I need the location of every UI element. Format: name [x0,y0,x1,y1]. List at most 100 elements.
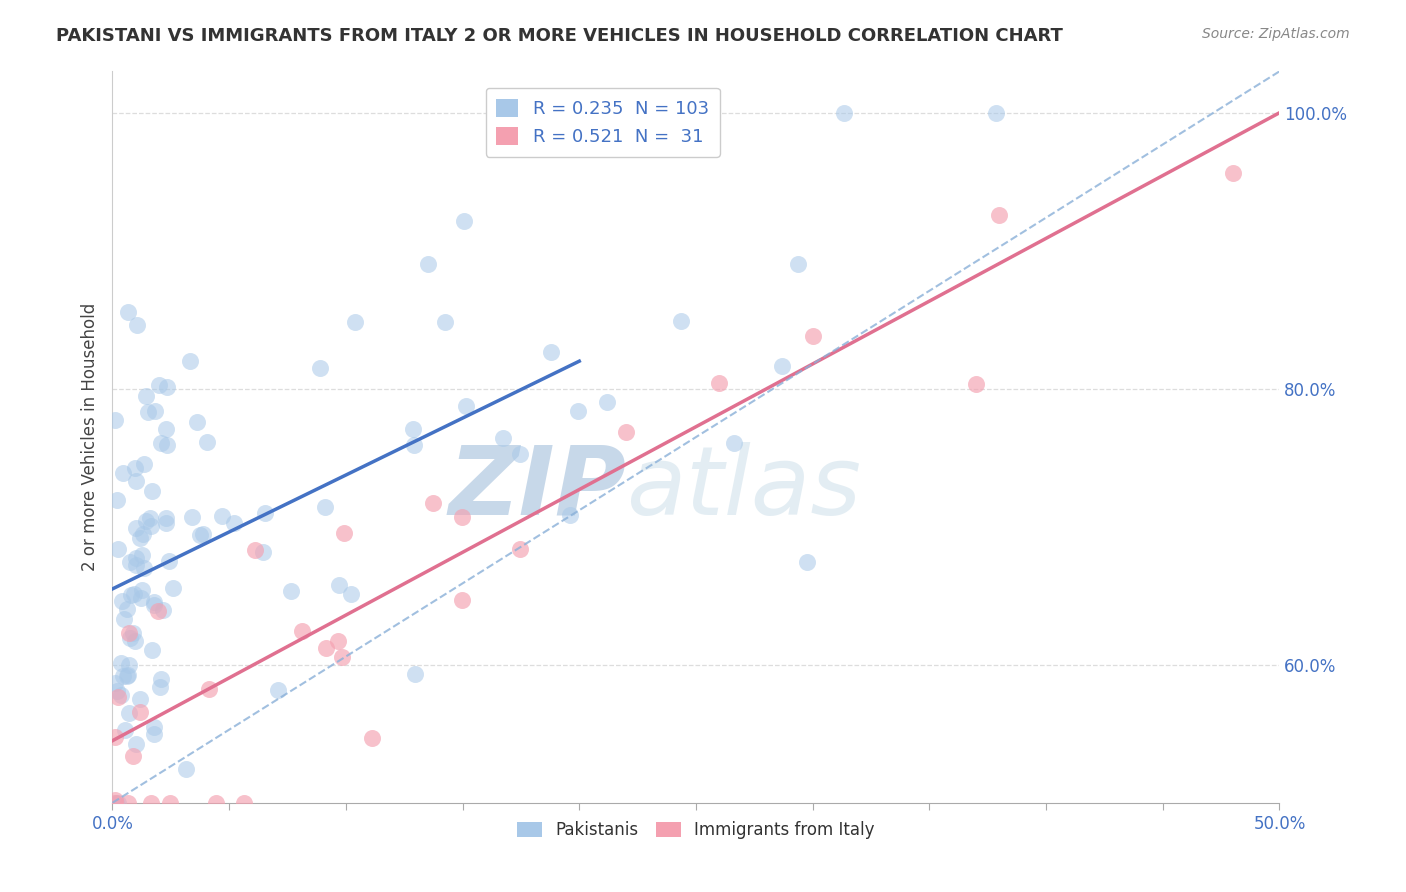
Point [416,257,439,271]
Point [156,380,179,394]
Point [143,404,166,418]
Point [135,514,157,528]
Point [110,688,132,702]
Point [112,467,135,481]
Point [162,581,184,595]
Point [567,403,589,417]
Point [155,511,177,525]
Point [308,360,330,375]
Point [105,684,128,698]
Point [254,506,277,520]
Point [156,438,179,452]
Point [179,354,201,368]
Point [105,492,128,507]
Point [129,705,152,719]
Point [492,431,515,445]
Point [333,525,356,540]
Point [115,669,138,683]
Point [129,691,152,706]
Point [120,631,142,645]
Point [135,389,157,403]
Point [110,656,132,670]
Point [614,425,637,440]
Point [112,612,135,626]
Point [141,484,163,499]
Point [315,640,337,655]
Point [125,737,148,751]
Point [595,395,617,409]
Point [141,796,163,810]
Point [252,545,274,559]
Point [796,555,818,569]
Point [174,762,197,776]
Point [136,405,159,419]
Point [181,510,204,524]
Point [122,749,145,764]
Point [104,796,127,810]
Point [131,583,153,598]
Point [142,599,165,613]
Point [453,214,475,228]
Point [124,550,146,565]
Point [125,474,148,488]
Point [105,796,128,810]
Point [233,796,256,810]
Point [193,527,215,541]
Point [267,682,290,697]
Point [671,314,693,328]
Point [343,315,366,329]
Point [986,105,1008,120]
Point [280,583,302,598]
Text: ZIP: ZIP [449,442,626,535]
Point [134,457,156,471]
Y-axis label: 2 or more Vehicles in Household: 2 or more Vehicles in Household [80,303,98,571]
Point [104,412,127,426]
Point [326,634,349,648]
Point [988,208,1011,222]
Point [104,676,127,690]
Point [149,436,172,450]
Point [291,624,314,638]
Point [131,549,153,563]
Point [451,593,474,607]
Point [141,519,163,533]
Point [451,509,474,524]
Point [150,673,173,687]
Point [245,542,267,557]
Point [117,657,139,672]
Point [117,668,139,682]
Point [211,508,233,523]
Point [509,541,531,556]
Point [965,376,987,391]
Point [155,422,177,436]
Point [104,793,127,807]
Point [115,602,138,616]
Point [340,587,363,601]
Point [124,460,146,475]
Point [118,706,141,721]
Point [709,376,731,391]
Text: Source: ZipAtlas.com: Source: ZipAtlas.com [1202,27,1350,41]
Point [122,626,145,640]
Point [404,667,426,681]
Point [120,588,142,602]
Point [120,555,142,569]
Point [328,577,350,591]
Point [134,561,156,575]
Point [402,438,425,452]
Point [454,399,477,413]
Point [122,587,145,601]
Point [110,594,132,608]
Point [332,649,354,664]
Point [801,329,824,343]
Point [142,595,165,609]
Point [787,257,810,271]
Point [433,315,456,329]
Point [1222,166,1244,180]
Point [509,447,531,461]
Point [146,604,169,618]
Point [107,796,129,810]
Point [188,528,211,542]
Point [159,796,181,810]
Point [117,796,139,810]
